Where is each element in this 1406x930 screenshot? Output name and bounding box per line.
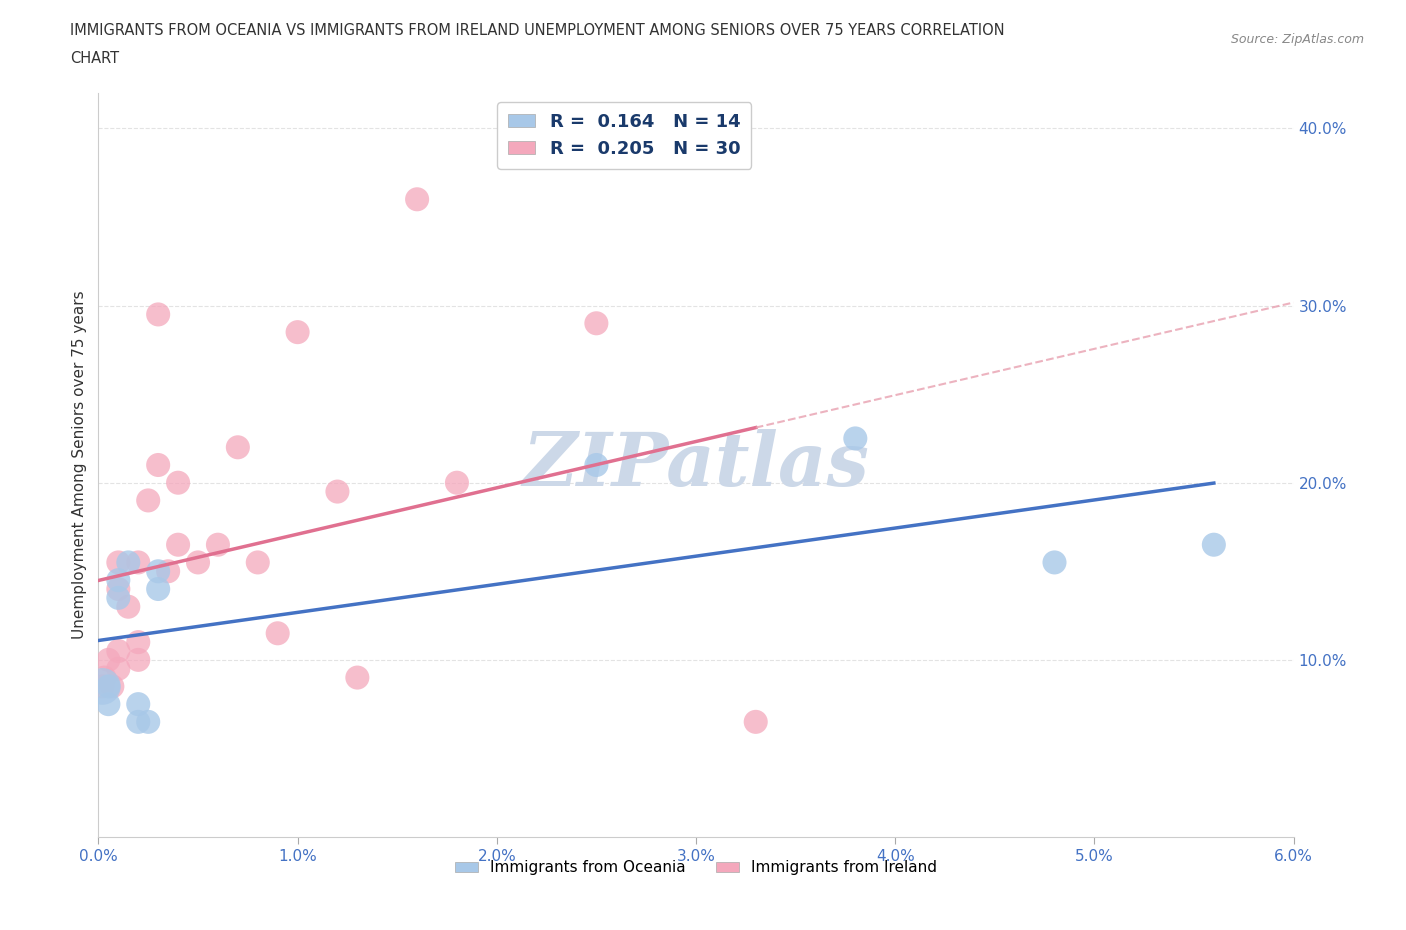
Point <box>148 307 170 322</box>
Text: IMMIGRANTS FROM OCEANIA VS IMMIGRANTS FROM IRELAND UNEMPLOYMENT AMONG SENIORS OV: IMMIGRANTS FROM OCEANIA VS IMMIGRANTS FR… <box>70 23 1005 38</box>
Point <box>148 564 170 578</box>
Y-axis label: Unemployment Among Seniors over 75 years: Unemployment Among Seniors over 75 years <box>72 291 87 639</box>
Text: Source: ZipAtlas.com: Source: ZipAtlas.com <box>1230 33 1364 46</box>
Point <box>148 458 170 472</box>
Point <box>97 653 120 668</box>
Point <box>127 634 149 649</box>
Point <box>187 555 209 570</box>
Point <box>107 591 129 605</box>
Point <box>446 475 468 490</box>
Point <box>127 714 149 729</box>
Point <box>136 493 159 508</box>
Point <box>585 316 607 331</box>
Point <box>148 581 170 596</box>
Point <box>1202 538 1225 552</box>
Point <box>157 564 180 578</box>
Point <box>97 679 120 694</box>
Point <box>585 458 607 472</box>
Point <box>107 644 129 658</box>
Point <box>107 573 129 588</box>
Point <box>136 714 159 729</box>
Point <box>326 485 349 499</box>
Text: CHART: CHART <box>70 51 120 66</box>
Point <box>91 679 114 694</box>
Legend: Immigrants from Oceania, Immigrants from Ireland: Immigrants from Oceania, Immigrants from… <box>449 855 943 882</box>
Point <box>107 661 129 676</box>
Text: ZIPatlas: ZIPatlas <box>523 429 869 501</box>
Point <box>117 599 139 614</box>
Point <box>107 555 129 570</box>
Point <box>97 697 120 711</box>
Point <box>93 671 115 685</box>
Point <box>246 555 269 570</box>
Point <box>226 440 249 455</box>
Point <box>127 653 149 668</box>
Point <box>745 714 768 729</box>
Point <box>287 325 309 339</box>
Point <box>101 679 124 694</box>
Point <box>107 581 129 596</box>
Point <box>127 555 149 570</box>
Point <box>406 192 429 206</box>
Point <box>167 538 190 552</box>
Point <box>167 475 190 490</box>
Point <box>267 626 290 641</box>
Point <box>127 697 149 711</box>
Point <box>91 679 114 694</box>
Point <box>844 431 866 445</box>
Point <box>1043 555 1066 570</box>
Point <box>346 671 368 685</box>
Point <box>207 538 229 552</box>
Point <box>117 555 139 570</box>
